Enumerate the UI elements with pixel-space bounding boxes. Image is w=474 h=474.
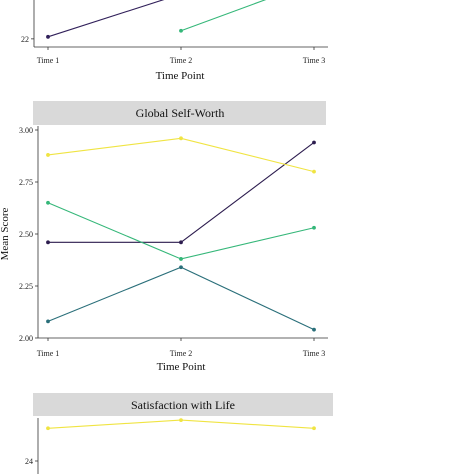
data-point <box>46 153 50 157</box>
data-point <box>312 225 316 230</box>
series-line <box>47 0 165 38</box>
panel-middle-strip <box>33 101 326 125</box>
series-group <box>46 418 316 431</box>
data-point <box>179 28 183 33</box>
y-tick-label: 2.50 <box>19 230 33 239</box>
y-tick-label: 2.75 <box>19 178 33 187</box>
panel-middle-title: Global Self-Worth <box>136 106 225 120</box>
data-point <box>312 426 316 431</box>
data-point <box>46 240 50 245</box>
series-group <box>46 136 316 332</box>
x-tick-label: Time 2 <box>170 349 193 358</box>
data-point <box>179 240 183 245</box>
data-point <box>312 140 316 145</box>
x-tick-label: Time 2 <box>170 56 193 65</box>
x-tick-label: Time 1 <box>37 349 60 358</box>
data-point <box>312 169 316 174</box>
data-point <box>179 136 183 141</box>
x-tick-label: Time 3 <box>303 349 326 358</box>
y-tick-label: 2.25 <box>19 282 33 291</box>
series-group <box>46 0 267 39</box>
data-point <box>179 257 183 261</box>
data-point <box>312 327 316 332</box>
series-line <box>47 202 315 260</box>
panel-bottom: 24 <box>25 418 316 474</box>
series-line <box>47 266 315 331</box>
data-point <box>46 34 50 39</box>
series-line <box>47 137 315 173</box>
y-tick-label: 3.00 <box>19 126 33 135</box>
x-tick-label: Time 3 <box>303 56 326 65</box>
data-point <box>46 426 50 431</box>
panel-bottom-strip <box>33 393 333 416</box>
panel-bottom-title: Satisfaction with Life <box>131 398 235 412</box>
panel-top-x-title: Time Point <box>156 70 205 82</box>
x-tick-label: Time 1 <box>37 56 60 65</box>
series-line <box>180 0 267 32</box>
data-point <box>179 265 183 270</box>
y-tick-label: 22 <box>21 35 29 44</box>
panel-middle-y-title: Mean Score <box>0 207 11 260</box>
series-line <box>48 142 315 243</box>
data-point <box>46 200 50 205</box>
y-tick-label: 2.00 <box>19 334 33 343</box>
data-point <box>46 319 50 324</box>
y-tick-label: 24 <box>25 457 33 466</box>
data-point <box>179 418 183 422</box>
panel-middle-x-title: Time Point <box>157 361 206 373</box>
panel-middle: Time 1 Time 2 Time 3 2.00 2.25 2.50 2.75 3.00 <box>19 126 328 358</box>
panel-top: Time 1 Time 2 Time 3 22 <box>21 0 328 65</box>
